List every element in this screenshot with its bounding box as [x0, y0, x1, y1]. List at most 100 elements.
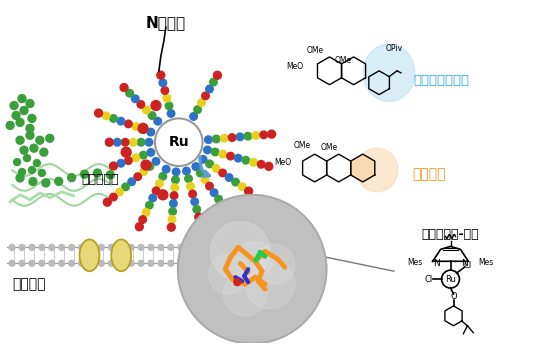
Circle shape [98, 244, 104, 250]
Circle shape [245, 187, 253, 195]
Circle shape [105, 138, 113, 146]
Circle shape [163, 165, 170, 173]
Circle shape [183, 167, 190, 175]
Circle shape [206, 160, 213, 168]
Circle shape [228, 134, 236, 141]
Circle shape [20, 107, 28, 115]
Circle shape [147, 149, 154, 156]
Circle shape [237, 241, 273, 277]
Circle shape [152, 187, 160, 195]
Text: OMe: OMe [321, 143, 338, 152]
Circle shape [185, 175, 192, 182]
Circle shape [9, 260, 15, 266]
Text: N: N [433, 259, 440, 268]
Circle shape [128, 260, 134, 266]
Text: 抗がん剤: 抗がん剤 [412, 167, 445, 181]
Circle shape [234, 154, 242, 162]
Circle shape [148, 244, 154, 250]
Circle shape [122, 183, 129, 191]
Circle shape [192, 163, 200, 170]
Circle shape [151, 100, 161, 110]
Circle shape [157, 71, 165, 79]
Circle shape [190, 113, 198, 120]
Circle shape [93, 169, 102, 177]
Circle shape [29, 260, 35, 266]
Circle shape [170, 200, 177, 207]
Circle shape [130, 139, 137, 146]
Circle shape [268, 130, 275, 138]
Circle shape [118, 244, 124, 250]
Circle shape [146, 201, 153, 209]
Circle shape [148, 112, 156, 119]
Ellipse shape [79, 239, 99, 271]
Ellipse shape [111, 239, 131, 271]
Circle shape [113, 139, 121, 146]
Circle shape [189, 190, 197, 198]
Circle shape [145, 139, 153, 146]
Circle shape [55, 178, 63, 185]
Circle shape [6, 121, 14, 129]
Circle shape [227, 152, 234, 160]
Circle shape [142, 208, 150, 216]
Circle shape [213, 71, 221, 79]
Circle shape [149, 194, 157, 202]
Circle shape [40, 148, 48, 156]
Circle shape [227, 244, 233, 250]
Circle shape [138, 244, 144, 250]
Circle shape [198, 99, 205, 107]
Circle shape [18, 95, 26, 103]
Circle shape [234, 279, 241, 286]
Circle shape [245, 259, 295, 309]
Circle shape [120, 84, 128, 92]
Text: Cl: Cl [424, 275, 433, 283]
Circle shape [78, 260, 85, 266]
Circle shape [208, 254, 248, 294]
Text: 抗がん剤の原料: 抗がん剤の原料 [414, 74, 470, 87]
Circle shape [207, 244, 213, 250]
Circle shape [213, 135, 220, 143]
Circle shape [201, 176, 208, 183]
Circle shape [33, 160, 40, 166]
Circle shape [170, 192, 178, 200]
Circle shape [69, 260, 75, 266]
Circle shape [155, 118, 202, 166]
Circle shape [242, 157, 249, 164]
Circle shape [252, 132, 260, 139]
Circle shape [28, 115, 36, 122]
Circle shape [193, 206, 200, 213]
Circle shape [122, 139, 129, 146]
Circle shape [163, 94, 171, 102]
Text: OMe: OMe [307, 46, 324, 55]
Text: Mes: Mes [478, 258, 494, 267]
Circle shape [159, 173, 166, 180]
Circle shape [59, 260, 65, 266]
Circle shape [191, 198, 198, 205]
Circle shape [29, 178, 37, 185]
Circle shape [202, 92, 210, 100]
Text: OPiv: OPiv [386, 44, 402, 53]
Circle shape [236, 133, 244, 141]
Circle shape [109, 260, 114, 266]
Circle shape [169, 208, 177, 215]
Circle shape [30, 144, 38, 152]
Circle shape [16, 174, 24, 182]
Circle shape [215, 195, 222, 203]
Ellipse shape [356, 148, 398, 192]
Circle shape [26, 100, 34, 108]
Circle shape [255, 244, 295, 284]
Circle shape [210, 78, 217, 86]
Circle shape [42, 179, 50, 187]
Circle shape [194, 106, 201, 114]
Circle shape [39, 244, 45, 250]
Text: ルテニウム-塩素: ルテニウム-塩素 [422, 227, 480, 240]
Text: Mes: Mes [408, 258, 423, 267]
Circle shape [161, 87, 168, 94]
Text: アルブミン: アルブミン [82, 173, 119, 186]
Circle shape [156, 180, 163, 187]
Circle shape [265, 162, 273, 170]
Circle shape [68, 174, 76, 182]
Text: MeO: MeO [274, 158, 292, 167]
Circle shape [238, 183, 246, 190]
Circle shape [167, 110, 175, 117]
Circle shape [168, 244, 174, 250]
